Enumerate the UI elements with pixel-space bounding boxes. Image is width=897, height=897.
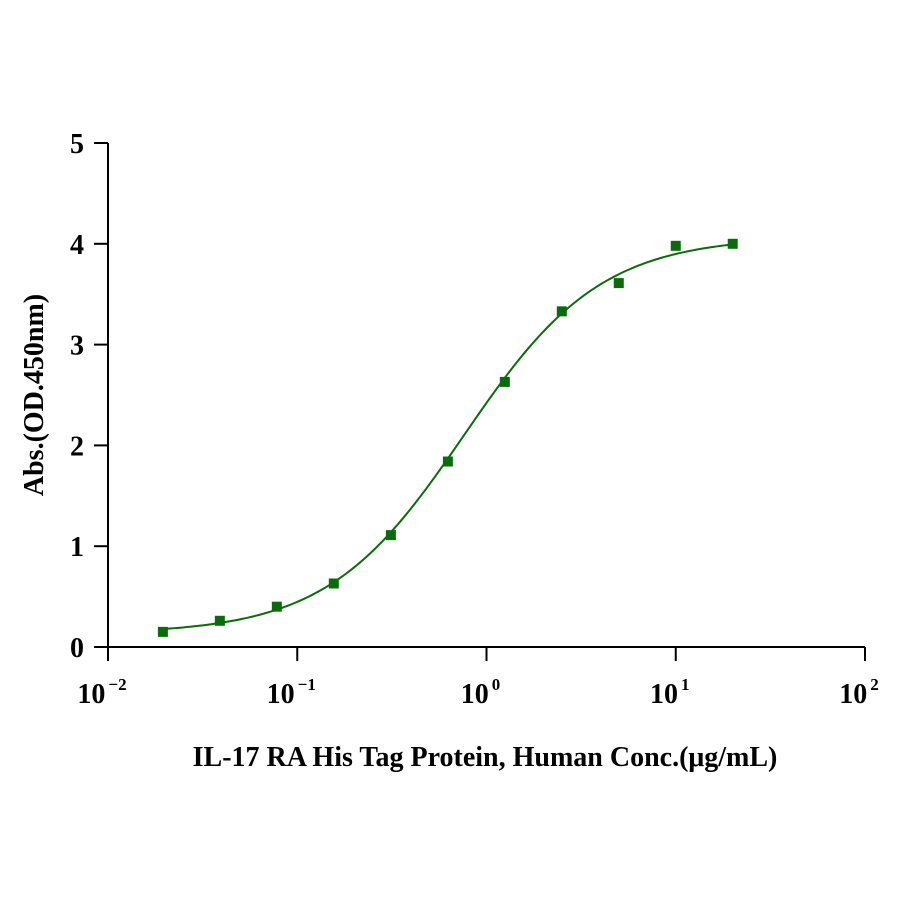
data-point — [214, 615, 225, 626]
data-point — [613, 278, 624, 289]
y-axis: 0 1 2 3 4 5 — [70, 129, 109, 664]
y-tick-label: 1 — [70, 532, 84, 563]
x-axis: 10 −2 10 −1 10 0 10 1 10 2 — [77, 646, 879, 710]
x-axis-title: IL-17 RA His Tag Protein, Human Conc.(μg… — [193, 742, 778, 773]
x-tick-label: 10 −1 — [267, 675, 316, 710]
y-tick-label: 4 — [70, 230, 84, 261]
fit-curve-layer — [162, 243, 733, 631]
fit-curve — [162, 243, 733, 631]
data-points — [157, 238, 738, 637]
x-tick-label: 10 0 — [461, 675, 501, 710]
data-point — [499, 376, 510, 387]
y-axis-title: Abs.(OD.450nm) — [19, 294, 50, 496]
data-point — [670, 240, 681, 251]
y-tick-label: 2 — [70, 431, 84, 462]
x-tick-label: 10 −2 — [77, 675, 126, 710]
y-tick-label: 0 — [70, 633, 84, 664]
data-point — [727, 238, 738, 249]
data-point — [556, 306, 567, 317]
data-point — [328, 578, 339, 589]
x-tick-label: 10 2 — [839, 675, 879, 710]
y-tick-label: 3 — [70, 331, 84, 362]
x-tick-label: 10 1 — [650, 675, 690, 710]
data-point — [442, 456, 453, 467]
data-point — [157, 626, 168, 637]
data-point — [385, 530, 396, 541]
data-point — [271, 601, 282, 612]
y-tick-label: 5 — [70, 129, 84, 160]
